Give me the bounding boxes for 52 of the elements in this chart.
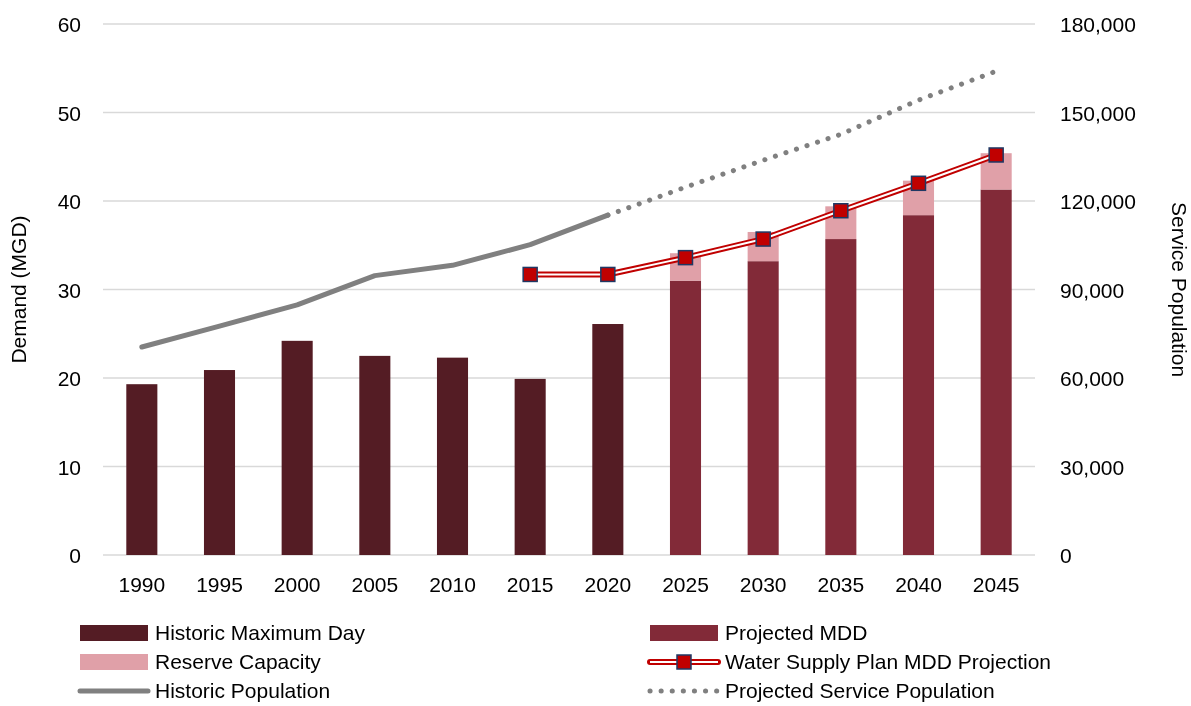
bar <box>592 324 624 555</box>
y2-tick-label: 150,000 <box>1060 101 1136 125</box>
y-tick-label: 0 <box>69 544 81 567</box>
legend-label: Reserve Capacity <box>155 650 322 673</box>
bar <box>980 189 1012 555</box>
x-tick-label: 2030 <box>739 573 787 596</box>
bar <box>902 215 935 555</box>
y-tick-label: 40 <box>57 190 81 213</box>
bar <box>747 261 779 555</box>
y-tick-label: 30 <box>57 278 81 302</box>
bar <box>281 340 313 555</box>
y2-axis-title: Service Population <box>1168 201 1191 378</box>
x-tick-label: 2045 <box>972 573 1020 596</box>
legend-label: Historic Population <box>155 679 331 702</box>
bar <box>126 384 158 555</box>
point <box>522 266 538 283</box>
point <box>677 249 694 266</box>
bar <box>514 378 546 555</box>
y-axis-title: Demand (MGD) <box>7 215 30 364</box>
y-tick-label: 10 <box>57 455 81 479</box>
x-tick-label: 2035 <box>817 573 865 596</box>
x-tick-label: 2040 <box>895 573 942 596</box>
x-tick-label: 2015 <box>506 573 554 596</box>
y2-tick-label: 60,000 <box>1060 367 1125 390</box>
y-tick-label: 50 <box>57 101 81 125</box>
point <box>988 147 1004 163</box>
x-tick-label: 1995 <box>196 573 243 596</box>
y2-tick-label: 30,000 <box>1060 455 1125 479</box>
y2-tick-label: 90,000 <box>1060 278 1125 302</box>
y2-tick-label: 180,000 <box>1060 13 1136 36</box>
x-tick-label: 2005 <box>351 573 399 596</box>
x-tick-label: 1990 <box>118 573 166 596</box>
y2-tick-label: 0 <box>1060 544 1072 567</box>
bar <box>669 280 702 555</box>
x-tick-label: 2000 <box>273 573 321 596</box>
legend-label: Water Supply Plan MDD Projection <box>725 650 1052 673</box>
y-tick-label: 20 <box>57 367 81 390</box>
legend-label: Projected MDD <box>725 621 868 644</box>
legend-label: Projected Service Population <box>725 679 995 702</box>
bar <box>825 239 857 555</box>
x-tick-label: 2025 <box>662 573 709 596</box>
bar <box>203 370 236 555</box>
point <box>833 202 849 219</box>
bar <box>436 357 469 555</box>
bar <box>359 355 391 555</box>
point <box>910 175 927 192</box>
legend-label: Historic Maximum Day <box>155 621 366 644</box>
y2-tick-label: 120,000 <box>1060 190 1136 213</box>
x-tick-label: 2010 <box>429 573 476 596</box>
x-tick-label: 2020 <box>584 573 632 596</box>
point <box>600 266 616 283</box>
y-tick-label: 60 <box>57 13 81 36</box>
